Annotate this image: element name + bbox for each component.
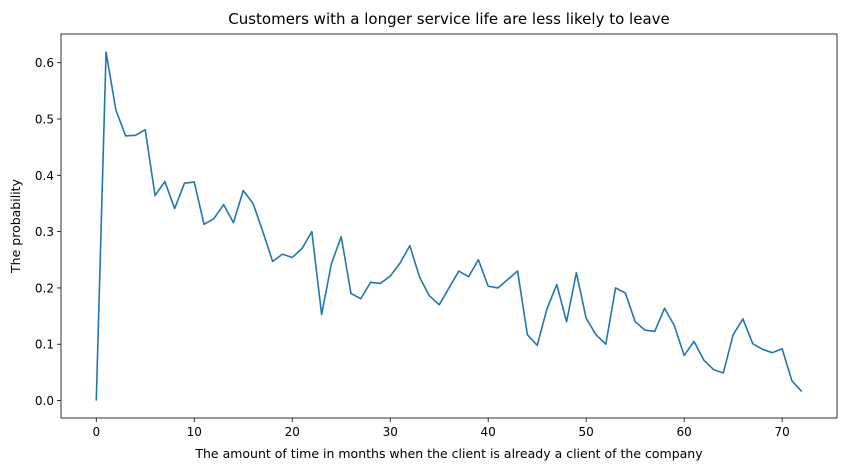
y-tick-label: 0.5 xyxy=(35,113,54,127)
x-tick-label: 20 xyxy=(285,425,300,439)
plot-frame xyxy=(60,33,838,419)
y-tick-label: 0.2 xyxy=(35,281,54,295)
x-tick-label: 0 xyxy=(92,425,100,439)
x-axis-label: The amount of time in months when the cl… xyxy=(194,446,703,461)
y-tick-label: 0.3 xyxy=(35,225,54,239)
y-tick-label: 0.1 xyxy=(35,338,54,352)
x-tick-label: 10 xyxy=(187,425,202,439)
y-axis-label: The probability xyxy=(8,178,23,274)
x-tick-label: 60 xyxy=(677,425,692,439)
x-tick-label: 30 xyxy=(383,425,398,439)
axis-ticks: 0 10 20 30 40 50 60 70 0.0 0.1 0.2 0.3 0.4 0.5 0.6 xyxy=(35,56,790,439)
x-tick-label: 50 xyxy=(579,425,594,439)
y-tick-label: 0.0 xyxy=(35,394,54,408)
y-tick-label: 0.6 xyxy=(35,56,54,70)
series-line xyxy=(95,51,803,401)
plot-background xyxy=(61,34,837,418)
x-tick-label: 70 xyxy=(774,425,789,439)
x-tick-label: 40 xyxy=(481,425,496,439)
y-tick-label: 0.4 xyxy=(35,169,54,183)
chart-title: Customers with a longer service life are… xyxy=(228,10,670,28)
